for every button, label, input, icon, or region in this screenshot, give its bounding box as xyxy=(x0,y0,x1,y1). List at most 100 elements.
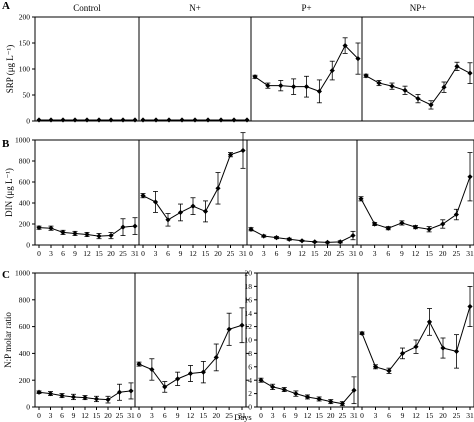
data-point-a1 xyxy=(84,117,90,123)
x-tick-label-c2: 3 xyxy=(150,411,154,420)
data-point-a3 xyxy=(342,43,348,49)
x-tick-label-c2: 20 xyxy=(213,411,221,420)
y-tick-label-c3: 18 xyxy=(245,282,253,291)
y-tick-label-b1: 600 xyxy=(19,178,31,187)
frame-row-a-0 xyxy=(34,16,474,122)
data-point-b2 xyxy=(165,217,171,223)
data-point-b3 xyxy=(350,232,356,239)
x-tick-label-c4: 9 xyxy=(401,411,405,420)
x-tick-label-c4: 6 xyxy=(387,411,391,420)
data-point-a2 xyxy=(153,117,159,123)
data-point-a1 xyxy=(96,117,102,123)
y-tick-label-c3: 2 xyxy=(248,389,252,398)
data-point-b4 xyxy=(453,211,459,218)
data-point-b1 xyxy=(60,229,66,235)
data-point-a4 xyxy=(376,80,382,86)
x-tick-label-c1: 25 xyxy=(116,411,124,420)
data-point-c4 xyxy=(467,303,473,310)
x-tick-label-b2: 20 xyxy=(214,249,222,258)
data-point-b1 xyxy=(132,223,138,229)
data-point-a4 xyxy=(454,63,460,69)
x-tick-label-b2: 6 xyxy=(166,249,170,258)
y-tick-label-c3: 16 xyxy=(245,295,253,304)
x-tick-label-c2: 12 xyxy=(187,411,195,420)
y-tick-label-c3: 4 xyxy=(248,376,252,385)
x-tick-label-b1: 12 xyxy=(83,249,91,258)
data-point-c4 xyxy=(372,364,379,370)
data-point-a1 xyxy=(48,117,54,123)
data-point-b3 xyxy=(261,233,267,239)
data-point-c4 xyxy=(426,319,433,325)
data-point-c1 xyxy=(116,389,123,395)
data-point-a4 xyxy=(402,87,408,93)
data-point-a4 xyxy=(389,83,395,89)
data-point-a2 xyxy=(140,117,146,123)
x-tick-label-c2: 31 xyxy=(238,411,246,420)
y-axis-label-b: DIN (μg L⁻¹) xyxy=(4,168,14,217)
data-point-c3 xyxy=(339,401,345,407)
data-point-b3 xyxy=(273,235,280,241)
frame-row-c-1 xyxy=(256,272,474,408)
x-tick-label-b1: 20 xyxy=(107,249,115,258)
data-point-a2 xyxy=(218,117,224,123)
data-point-c4 xyxy=(413,344,419,350)
y-tick-label-a1: 150 xyxy=(19,39,31,48)
data-point-b2 xyxy=(202,208,209,214)
data-point-b3 xyxy=(337,239,343,245)
data-point-a4 xyxy=(441,84,447,90)
x-tick-label-c2: 25 xyxy=(225,411,233,420)
data-point-b1 xyxy=(120,224,126,230)
y-tick-label-c3: 14 xyxy=(245,309,253,318)
panel-title-a4: NP+ xyxy=(410,3,427,13)
y-tick-label-c1: 0 xyxy=(26,403,30,412)
series-line-b4 xyxy=(360,176,471,230)
x-tick-label-b1: 0 xyxy=(37,249,41,258)
y-tick-label-c1: 600 xyxy=(19,322,31,331)
x-tick-label-b4: 12 xyxy=(412,249,420,258)
data-point-c3 xyxy=(316,396,322,402)
data-point-b3 xyxy=(324,239,331,245)
data-point-a1 xyxy=(36,117,42,123)
x-tick-label-c3: 25 xyxy=(339,411,347,420)
x-tick-label-b2: 25 xyxy=(227,249,235,258)
y-tick-label-b1: 1000 xyxy=(15,136,30,145)
frame-row-c-0 xyxy=(34,272,247,408)
panel-letter-c: C xyxy=(2,269,10,281)
data-point-c4 xyxy=(440,345,446,351)
x-tick-label-c2: 9 xyxy=(176,411,180,420)
data-point-b4 xyxy=(399,220,405,226)
x-tick-label-c1: 6 xyxy=(60,411,64,420)
x-tick-label-b4: 3 xyxy=(373,249,377,258)
x-tick-label-c4: 12 xyxy=(412,411,420,420)
x-tick-label-c3: 0 xyxy=(259,411,263,420)
x-tick-label-c4: 31 xyxy=(466,411,474,420)
data-point-b2 xyxy=(227,152,234,158)
panel-title-a3: P+ xyxy=(301,3,311,13)
data-point-c3 xyxy=(258,377,264,383)
data-point-c1 xyxy=(36,389,42,395)
y-tick-label-c3: 8 xyxy=(248,349,252,358)
data-point-c3 xyxy=(293,391,299,397)
x-tick-label-c4: 3 xyxy=(374,411,378,420)
x-tick-label-b4: 31 xyxy=(466,249,474,258)
x-tick-label-c3: 15 xyxy=(315,411,323,420)
x-tick-label-c1: 31 xyxy=(127,411,135,420)
data-point-a3 xyxy=(316,88,322,94)
y-tick-label-c1: 800 xyxy=(19,295,31,304)
data-point-b2 xyxy=(177,209,184,216)
data-point-c2 xyxy=(226,326,232,332)
data-point-c3 xyxy=(328,399,334,405)
x-tick-label-b2: 0 xyxy=(141,249,145,258)
data-point-b1 xyxy=(108,232,114,239)
data-point-b2 xyxy=(140,193,146,199)
data-point-a3 xyxy=(303,84,310,90)
y-tick-label-a1: 0 xyxy=(26,117,30,126)
y-tick-label-c1: 400 xyxy=(19,349,31,358)
data-point-b1 xyxy=(84,231,90,238)
data-point-c1 xyxy=(47,391,54,397)
y-tick-label-a1: 100 xyxy=(19,65,31,74)
x-tick-label-c1: 15 xyxy=(93,411,101,420)
x-tick-label-c4: 20 xyxy=(439,411,447,420)
x-tick-label-b4: 9 xyxy=(400,249,404,258)
y-tick-label-c3: 12 xyxy=(245,322,253,331)
